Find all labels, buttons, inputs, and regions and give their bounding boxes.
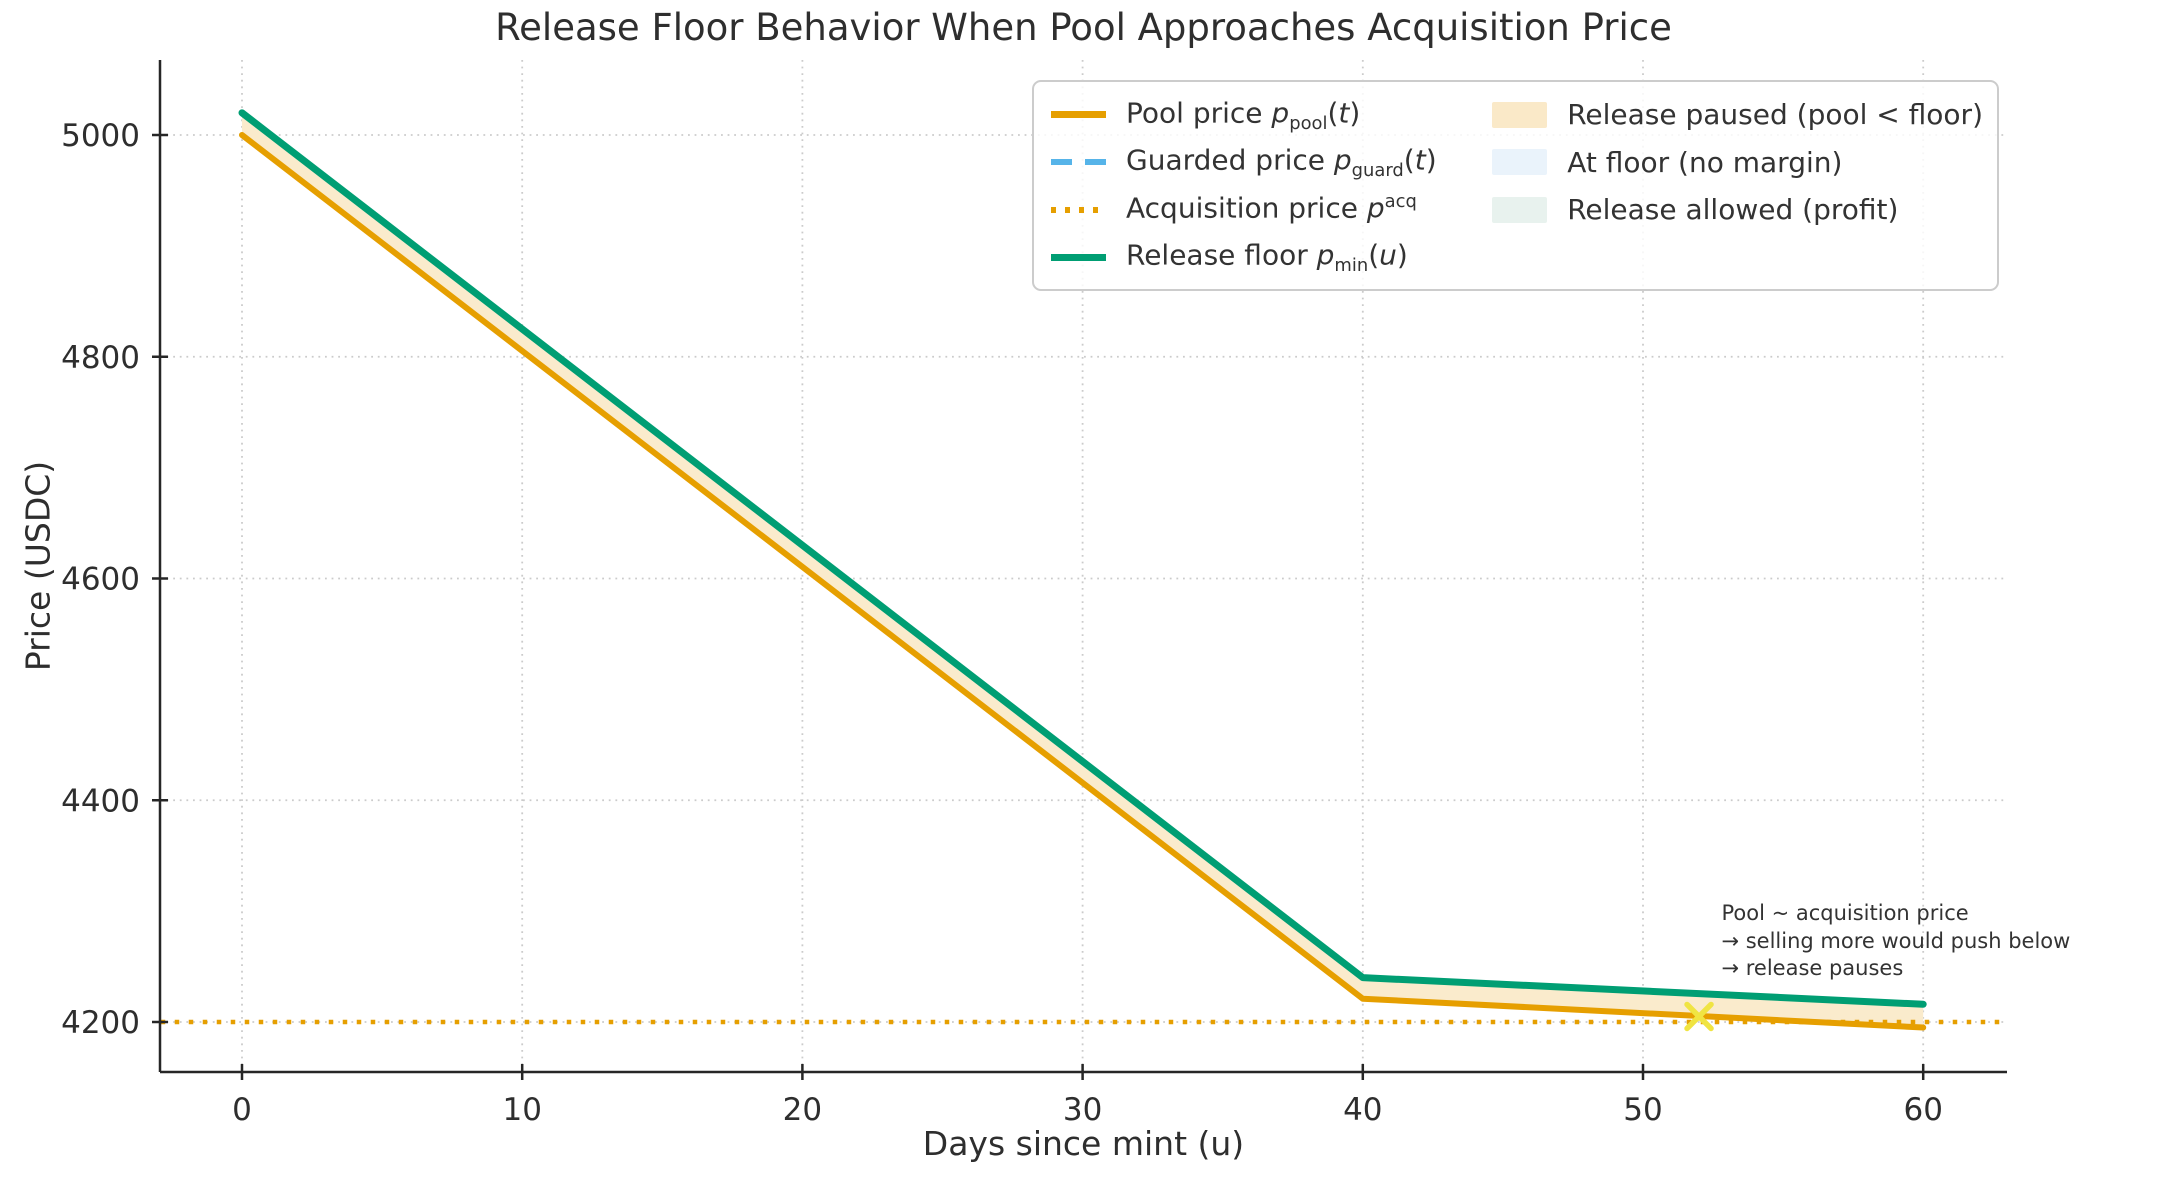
release-floor-line: [238, 109, 1927, 1008]
y-tick-label: 4200: [61, 1005, 140, 1041]
legend: Pool price ppool(t) Guarded price pguard…: [1032, 80, 1999, 291]
x-tick-label: 30: [1063, 1092, 1102, 1128]
pool-price-line-swatch: [1051, 111, 1106, 119]
pool-near-acquisition-annotation: Pool ~ acquisition price → selling more …: [1721, 900, 2070, 983]
x-tick-label: 40: [1343, 1092, 1382, 1128]
legend-item-at-floor: At floor (no margin): [1492, 139, 1983, 187]
acquisition-price-line-swatch: [1051, 206, 1106, 213]
y-tick-label: 4800: [61, 340, 140, 376]
guarded-price-line-swatch: [1051, 159, 1106, 166]
release-floor-line-swatch: [1051, 253, 1106, 261]
legend-item-label: Acquisition price pacq: [1126, 190, 1417, 225]
y-axis-label: Price (USDC): [18, 460, 58, 672]
chart-title: Release Floor Behavior When Pool Approac…: [495, 6, 1672, 49]
annotation-line-2: → selling more would push below: [1721, 928, 2071, 953]
legend-item-guarded-price: Guarded price pguard(t): [1051, 139, 1492, 187]
legend-line-column: Pool price ppool(t) Guarded price pguard…: [1051, 91, 1492, 281]
release-allowed-patch-swatch: [1492, 196, 1548, 223]
legend-item-label: Pool price ppool(t): [1126, 96, 1361, 134]
y-tick-label: 4400: [61, 783, 140, 819]
annotation-line-1: Pool ~ acquisition price: [1721, 901, 1969, 926]
at-floor-patch-swatch: [1492, 149, 1548, 176]
pool-price-line: [239, 132, 1927, 1031]
legend-item-release-allowed: Release allowed (profit): [1492, 186, 1983, 234]
legend-item-release-paused: Release paused (pool < floor): [1492, 91, 1983, 139]
release-paused-patch-swatch: [1492, 101, 1548, 128]
legend-item-label: Release paused (pool < floor): [1567, 98, 1983, 132]
legend-item-release-floor: Release floor pmin(u): [1051, 234, 1492, 282]
annotation-line-3: → release pauses: [1721, 956, 1904, 981]
x-tick-label: 0: [232, 1092, 252, 1128]
y-tick-label: 4600: [61, 562, 140, 598]
x-tick-label: 50: [1623, 1092, 1662, 1128]
x-tick-label: 60: [1903, 1092, 1942, 1128]
legend-item-label: Release allowed (profit): [1567, 193, 1899, 227]
x-tick-label: 10: [502, 1092, 541, 1128]
x-axis-label: Days since mint (u): [922, 1124, 1245, 1163]
y-tick-label: 5000: [61, 118, 140, 154]
legend-item-acquisition-price: Acquisition price pacq: [1051, 186, 1492, 234]
legend-item-label: Guarded price pguard(t): [1126, 143, 1437, 182]
legend-item-label: At floor (no margin): [1567, 145, 1843, 179]
legend-patch-column: Release paused (pool < floor) At floor (…: [1492, 91, 1983, 281]
legend-item-label: Release floor pmin(u): [1126, 238, 1408, 277]
x-tick-label: 20: [783, 1092, 822, 1128]
pool-at-acquisition-marker: [1684, 1001, 1714, 1032]
legend-item-pool-price: Pool price ppool(t): [1051, 91, 1492, 139]
